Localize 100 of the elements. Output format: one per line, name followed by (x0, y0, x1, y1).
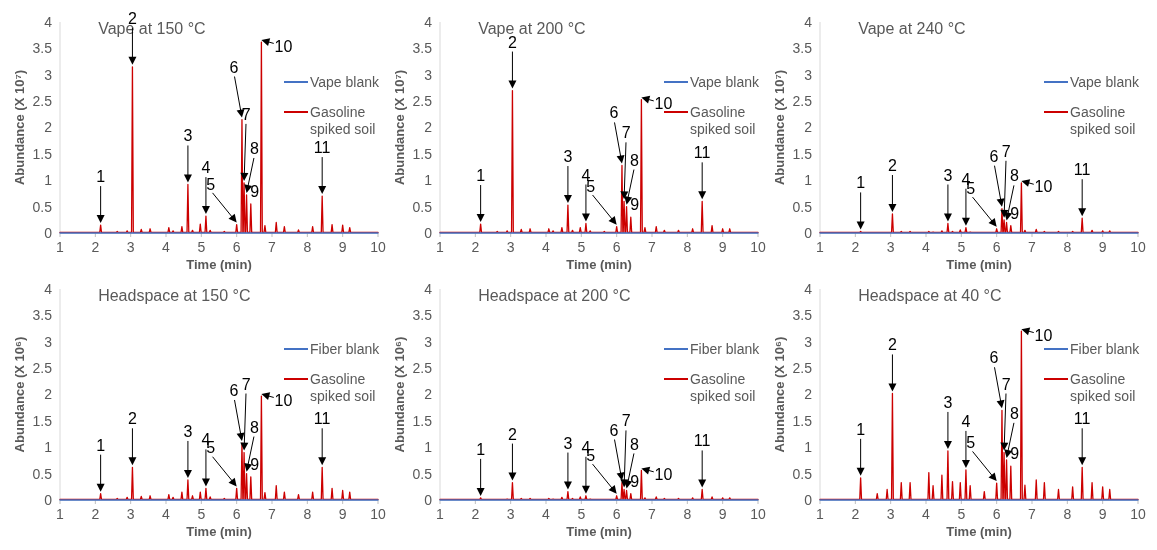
y-axis-title: Abundance (X 10⁶) (772, 336, 787, 453)
x-tick-label: 7 (268, 506, 277, 522)
y-tick-label: 0.5 (792, 465, 813, 482)
y-tick-label: 4 (424, 13, 433, 30)
y-tick-label: 4 (44, 13, 53, 30)
annotation: 3 (183, 127, 193, 145)
x-tick-label: 8 (683, 239, 692, 255)
x-tick-label: 6 (612, 506, 621, 522)
y-tick-label: 1.5 (792, 145, 813, 162)
annotation: 7 (241, 375, 251, 393)
annotation: 11 (313, 410, 331, 428)
x-axis-title: Time (min) (946, 257, 1012, 272)
annotation: 11 (1073, 410, 1091, 428)
x-tick-label: 5 (577, 506, 586, 522)
x-tick-label: 6 (612, 239, 621, 255)
x-tick-label: 10 (1130, 239, 1146, 255)
y-tick-label: 3 (804, 333, 813, 350)
x-tick-label: 9 (338, 506, 347, 522)
annotation: 8 (250, 418, 260, 436)
annotation: 11 (693, 432, 711, 450)
y-tick-label: 3.5 (412, 307, 433, 324)
annotation: 6 (989, 147, 999, 165)
x-tick-label: 2 (851, 239, 860, 255)
y-axis-title: Abundance (X 10⁶) (392, 336, 407, 453)
y-tick-label: 2.5 (412, 360, 433, 377)
x-axis-title: Time (min) (566, 524, 632, 539)
annotation: 8 (630, 151, 640, 169)
y-tick-label: 0 (804, 491, 813, 508)
x-tick-label: 6 (232, 506, 241, 522)
x-tick-label: 7 (648, 506, 657, 522)
legend-label: Vape blank (310, 73, 381, 90)
legend-label: Fiber blank (690, 340, 761, 357)
annotation: 1 (96, 436, 106, 454)
annotation: 1 (476, 167, 486, 185)
y-tick-label: 0 (424, 491, 433, 508)
y-tick-label: 4 (424, 280, 433, 297)
y-tick-label: 2.5 (792, 360, 813, 377)
x-tick-label: 9 (1098, 239, 1107, 255)
x-tick-label: 7 (268, 239, 277, 255)
annotation: 7 (1001, 375, 1011, 393)
y-tick-label: 2 (804, 386, 813, 403)
annotation: 4 (961, 412, 971, 430)
annotation: 6 (989, 349, 999, 367)
annotation: 7 (621, 124, 631, 142)
x-tick-label: 10 (750, 239, 766, 255)
x-tick-label: 2 (91, 506, 100, 522)
annotation: 9 (1010, 204, 1020, 222)
y-tick-label: 3.5 (32, 307, 53, 324)
x-tick-label: 8 (683, 506, 692, 522)
x-tick-label: 7 (1028, 506, 1037, 522)
y-tick-label: 2.5 (32, 360, 53, 377)
annotation: 3 (183, 422, 193, 440)
x-tick-label: 9 (718, 239, 727, 255)
annotation: 9 (630, 196, 640, 214)
y-tick-label: 3 (44, 66, 53, 83)
x-tick-label: 3 (506, 239, 515, 255)
annotation: 6 (609, 421, 619, 439)
annotation: 10 (274, 37, 293, 55)
x-tick-label: 10 (1130, 506, 1146, 522)
y-tick-label: 3 (424, 66, 433, 83)
y-tick-label: 1 (804, 439, 813, 456)
annotation: 3 (943, 166, 953, 184)
x-tick-label: 3 (126, 506, 135, 522)
y-tick-label: 1.5 (792, 412, 813, 429)
y-tick-label: 1.5 (412, 145, 433, 162)
y-tick-label: 3 (424, 333, 433, 350)
y-tick-label: 2 (44, 119, 53, 136)
annotation: 7 (1001, 142, 1011, 160)
x-tick-label: 3 (126, 239, 135, 255)
x-tick-label: 1 (436, 239, 445, 255)
y-tick-label: 4 (44, 280, 53, 297)
y-axis-title: Abundance (X 10⁶) (12, 336, 27, 453)
legend-label: Gasoline spiked soil (1070, 370, 1136, 404)
x-tick-label: 7 (648, 239, 657, 255)
annotation: 6 (609, 104, 619, 122)
y-tick-label: 2.5 (412, 93, 433, 110)
y-tick-label: 3.5 (792, 40, 813, 57)
annotation: 10 (1034, 178, 1053, 196)
x-tick-label: 9 (1098, 506, 1107, 522)
y-tick-label: 3 (44, 333, 53, 350)
x-tick-label: 3 (506, 506, 515, 522)
x-tick-label: 10 (370, 239, 386, 255)
y-tick-label: 3.5 (792, 307, 813, 324)
legend-label: Gasoline spiked soil (1070, 103, 1136, 137)
x-tick-label: 4 (922, 506, 931, 522)
x-tick-label: 6 (232, 239, 241, 255)
y-tick-label: 0 (44, 491, 53, 508)
legend-label: Vape blank (1070, 73, 1141, 90)
chart-title: Headspace at 150 °C (98, 287, 251, 304)
x-tick-label: 8 (1063, 239, 1072, 255)
x-tick-label: 1 (816, 239, 825, 255)
annotation: 10 (274, 391, 293, 409)
annotation: 11 (313, 139, 331, 157)
annotation: 2 (507, 425, 517, 443)
legend-label: Vape blank (690, 73, 761, 90)
legend-label: Gasoline spiked soil (310, 370, 376, 404)
annotation: 6 (229, 58, 239, 76)
x-tick-label: 9 (338, 239, 347, 255)
chart-title: Vape at 240 °C (858, 20, 966, 37)
y-tick-label: 2.5 (32, 93, 53, 110)
